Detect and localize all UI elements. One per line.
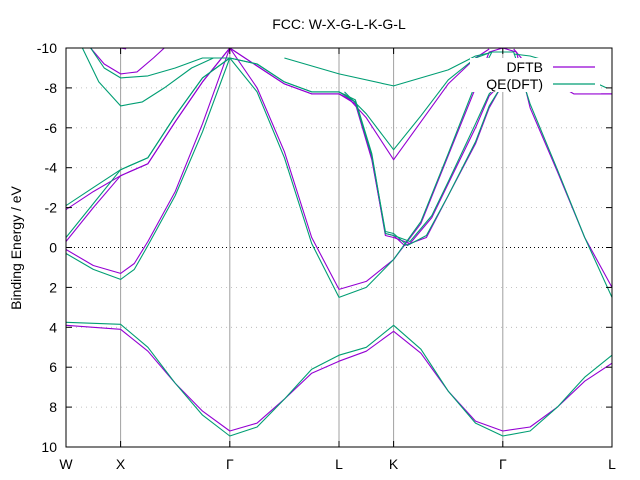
band-line (66, 321, 612, 437)
y-tick-label: 10 (41, 439, 57, 455)
band-line (81, 48, 230, 107)
band-line (66, 57, 504, 243)
legend-backdrop (470, 58, 600, 75)
band-line (90, 48, 165, 75)
band-line (66, 324, 612, 432)
band-line (66, 48, 504, 245)
chart-title: FCC: W-X-G-L-K-G-L (272, 16, 406, 32)
x-tick-label: L (335, 456, 343, 472)
band-line (90, 48, 230, 79)
band-line (284, 52, 490, 87)
y-tick-label: -6 (45, 120, 58, 136)
x-tick-label: W (59, 456, 73, 472)
y-axis-label: Binding Energy / eV (8, 185, 24, 309)
y-tick-label: 8 (49, 399, 57, 415)
y-tick-label: -4 (45, 160, 58, 176)
x-tick-label: Γ (226, 456, 234, 472)
y-tick-label: -2 (45, 200, 58, 216)
y-tick-label: 4 (49, 319, 57, 335)
x-tick-label: Γ (499, 456, 507, 472)
legend-label: DFTB (506, 59, 543, 75)
y-tick-label: 2 (49, 279, 57, 295)
axes: -10 -8 -6 -4 -2 0 2 4 6 8 10W X Γ L K Γ L (37, 40, 616, 472)
legend-label: QE(DFT) (486, 76, 543, 92)
y-tick-label: 0 (49, 240, 57, 256)
x-tick-label: K (389, 456, 399, 472)
y-tick-label: -10 (37, 40, 57, 56)
x-tick-label: X (116, 456, 126, 472)
legend-backdrop (470, 75, 600, 92)
y-tick-label: -8 (45, 80, 58, 96)
y-tick-label: 6 (49, 359, 57, 375)
x-tick-label: L (608, 456, 616, 472)
